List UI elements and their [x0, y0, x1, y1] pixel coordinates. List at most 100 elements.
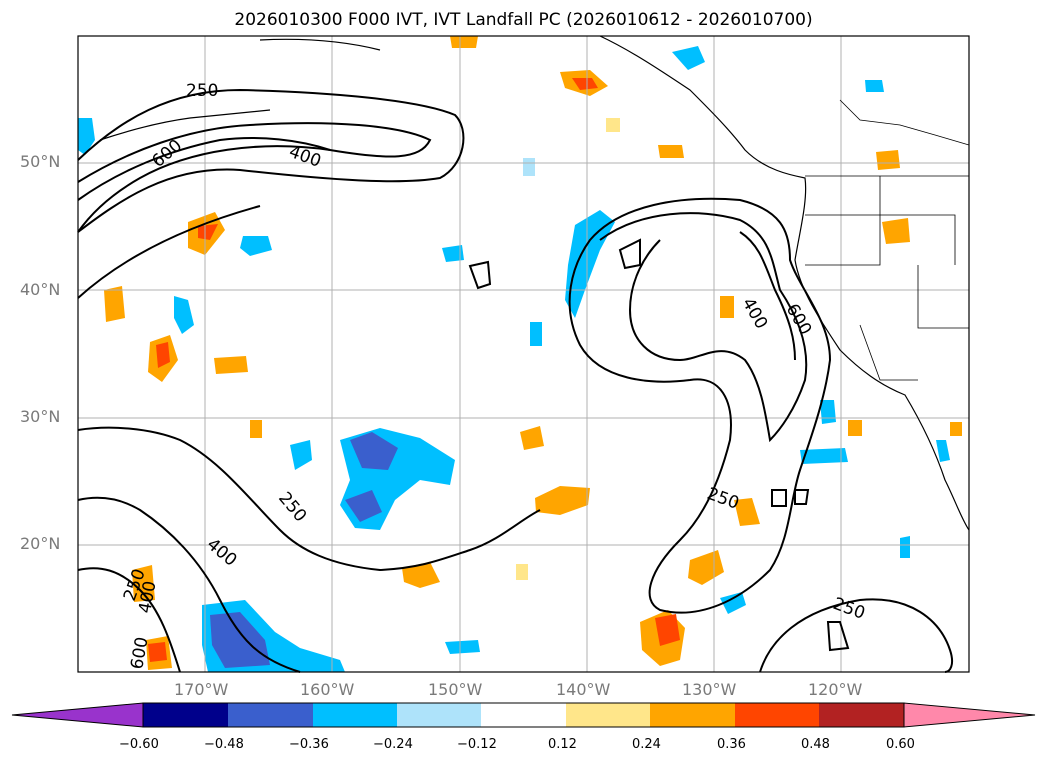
colorbar-segment	[819, 703, 904, 727]
shade-positive	[402, 562, 440, 588]
contour-label: 250	[186, 81, 218, 101]
shade-negative	[800, 448, 848, 464]
colorbar-segment	[313, 703, 397, 727]
shade-positive	[688, 550, 724, 585]
lon-tick-label: 140°W	[556, 680, 611, 699]
contour-400	[77, 122, 432, 233]
shade-positive	[450, 36, 478, 48]
lat-tick-label: 20°N	[20, 534, 61, 553]
shade-strong-positive	[198, 224, 218, 240]
colorbar-tick-label: −0.36	[289, 737, 329, 752]
lat-tick-label: 40°N	[20, 280, 61, 299]
shade-negative	[900, 536, 910, 558]
shade-weak-negative	[523, 158, 535, 176]
contour-400	[599, 212, 808, 443]
contour-250	[568, 197, 832, 614]
shade-strong-negative	[350, 432, 398, 470]
contour-closed	[618, 238, 641, 270]
coastlines	[99, 35, 970, 531]
shade-negative	[445, 640, 480, 654]
shade-positive	[214, 356, 248, 374]
map-title: 2026010300 F000 IVT, IVT Landfall PC (20…	[234, 10, 813, 30]
border-state	[805, 214, 881, 266]
shade-negative	[530, 322, 542, 346]
colorbar-tick-label: 0.24	[632, 737, 661, 752]
coastline-alaska	[259, 38, 381, 51]
contour-600	[77, 567, 181, 673]
gridlines	[78, 36, 969, 672]
shade-positive	[876, 150, 900, 170]
lon-tick-label: 170°W	[174, 680, 229, 699]
shade-weak-positive	[606, 118, 620, 132]
contour-closed	[771, 489, 787, 507]
lon-tick-label: 120°W	[808, 680, 863, 699]
border-state	[917, 265, 969, 329]
colorbar-segment	[650, 703, 735, 727]
border-state	[879, 176, 956, 265]
shade-negative	[290, 440, 312, 470]
shade-positive	[535, 486, 590, 515]
shade-positive	[250, 420, 262, 438]
shade-positive	[720, 296, 734, 318]
shade-positive	[848, 420, 862, 436]
colorbar-frame	[142, 702, 905, 728]
shade-strong-negative	[345, 490, 382, 522]
lon-tick-label: 150°W	[428, 680, 483, 699]
shade-positive	[132, 565, 155, 602]
shade-strong-positive	[148, 642, 167, 662]
colorbar-tick-label: 0.60	[886, 737, 915, 752]
shade-negative	[442, 245, 464, 262]
colorbar-segment	[228, 703, 313, 727]
shade-negative	[865, 80, 884, 92]
colorbar-tick-label: 0.12	[548, 737, 577, 752]
contour-400	[77, 205, 261, 299]
colorbar-tick-label: −0.60	[119, 737, 159, 752]
shade-positive	[950, 422, 962, 436]
colorbar-tick-label: −0.24	[373, 737, 413, 752]
colorbar-tick-label: 0.36	[717, 737, 746, 752]
coastline-north-america	[599, 35, 970, 531]
shade-positive	[104, 286, 125, 322]
shade-strong-positive	[655, 614, 680, 646]
colorbar-segment	[143, 703, 228, 727]
contour-closed	[468, 260, 492, 290]
shade-positive	[882, 218, 910, 244]
shade-positive	[658, 145, 684, 158]
lon-tick-label: 130°W	[682, 680, 737, 699]
colorbar	[11, 702, 1036, 728]
shade-strong-positive	[156, 342, 170, 368]
contour-250	[759, 598, 954, 673]
colorbar-extend-low	[11, 702, 144, 728]
shade-negative	[240, 236, 272, 256]
shade-negative	[174, 296, 194, 334]
lon-tick-label: 160°W	[300, 680, 355, 699]
contour-600	[77, 137, 331, 201]
contour-600	[739, 231, 796, 361]
contour-closed	[826, 621, 850, 652]
contour-250	[77, 426, 541, 572]
shade-negative	[78, 118, 95, 155]
map-frame	[77, 35, 970, 673]
shade-positive	[520, 426, 544, 450]
colorbar-tick-label: 0.48	[801, 737, 830, 752]
colorbar-tick-label: −0.48	[204, 737, 244, 752]
colorbar-segment	[481, 703, 566, 727]
coastline-aleutians	[99, 109, 271, 141]
shade-strong-positive	[572, 78, 598, 90]
shade-negative	[820, 400, 836, 424]
colorbar-tick-label: −0.12	[457, 737, 497, 752]
border-line	[839, 99, 970, 146]
colorbar-segment	[735, 703, 819, 727]
border-state	[859, 324, 918, 381]
colorbar-segment	[397, 703, 481, 727]
shade-weak-positive	[516, 564, 528, 580]
shade-negative	[672, 46, 705, 70]
contour-400	[77, 496, 301, 673]
lat-tick-label: 30°N	[20, 407, 61, 426]
shade-negative	[936, 440, 950, 462]
shade-negative	[720, 592, 746, 614]
borders	[805, 99, 970, 381]
contour-250	[77, 88, 465, 233]
ivt-contours	[77, 88, 954, 673]
